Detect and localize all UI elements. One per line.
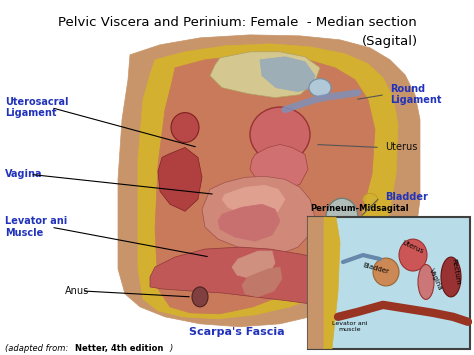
Text: (Sagital): (Sagital) [362, 35, 418, 48]
Text: Bladder: Bladder [362, 263, 390, 275]
Polygon shape [324, 217, 340, 349]
Ellipse shape [250, 107, 310, 162]
Ellipse shape [192, 287, 208, 307]
Ellipse shape [418, 264, 434, 299]
Polygon shape [242, 267, 282, 297]
Text: Uterus: Uterus [385, 142, 418, 152]
Polygon shape [158, 147, 202, 211]
Text: Levator ani
muscle: Levator ani muscle [332, 321, 368, 332]
Text: Perineum-Midsagital: Perineum-Midsagital [310, 204, 409, 213]
Ellipse shape [343, 244, 367, 264]
Ellipse shape [399, 239, 427, 271]
Text: Anus: Anus [65, 286, 89, 296]
Ellipse shape [441, 257, 461, 297]
Text: (adapted from:: (adapted from: [5, 344, 71, 353]
Text: Levator ani
Muscle: Levator ani Muscle [5, 216, 67, 238]
Text: Vagina: Vagina [5, 169, 43, 179]
Text: Scarpa's Fascia: Scarpa's Fascia [189, 327, 285, 337]
Polygon shape [210, 52, 320, 98]
Ellipse shape [171, 113, 199, 142]
Polygon shape [138, 44, 398, 319]
Text: Uterosacral
Ligament: Uterosacral Ligament [5, 97, 69, 119]
Polygon shape [155, 56, 375, 314]
Text: Bladder: Bladder [385, 192, 428, 202]
Ellipse shape [373, 258, 399, 286]
Polygon shape [260, 57, 315, 92]
Polygon shape [118, 35, 420, 327]
Polygon shape [150, 247, 370, 307]
Polygon shape [250, 144, 308, 189]
Text: Rectum: Rectum [451, 258, 461, 285]
FancyBboxPatch shape [308, 217, 470, 349]
Polygon shape [218, 204, 280, 241]
Text: ): ) [170, 344, 173, 353]
Ellipse shape [309, 79, 331, 97]
Ellipse shape [363, 193, 377, 205]
Ellipse shape [326, 198, 358, 236]
Polygon shape [202, 176, 315, 254]
Text: Pelvic Viscera and Perinium: Female  - Median section: Pelvic Viscera and Perinium: Female - Me… [58, 16, 416, 29]
Text: Netter, 4th edition: Netter, 4th edition [75, 344, 164, 353]
Polygon shape [308, 217, 330, 349]
Polygon shape [222, 185, 285, 217]
Text: Uterus: Uterus [401, 240, 425, 255]
Polygon shape [232, 251, 275, 279]
Text: Round
Ligament: Round Ligament [390, 84, 441, 105]
Text: Vagina: Vagina [428, 267, 444, 291]
